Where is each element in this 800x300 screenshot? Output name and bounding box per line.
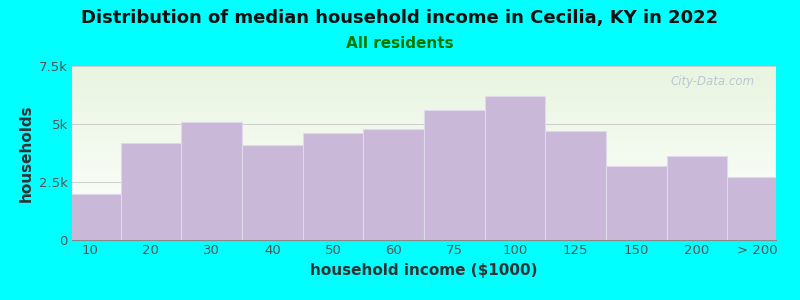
Bar	[182, 122, 242, 240]
Text: All residents: All residents	[346, 36, 454, 51]
X-axis label: household income ($1000): household income ($1000)	[310, 263, 538, 278]
Text: City-Data.com: City-Data.com	[670, 75, 755, 88]
Bar	[666, 157, 727, 240]
Bar	[302, 133, 363, 240]
Bar	[121, 142, 182, 240]
Bar	[60, 194, 121, 240]
Text: Distribution of median household income in Cecilia, KY in 2022: Distribution of median household income …	[82, 9, 718, 27]
Bar	[363, 129, 424, 240]
Bar	[546, 131, 606, 240]
Bar	[485, 96, 546, 240]
Bar	[727, 177, 788, 240]
Bar	[242, 145, 302, 240]
Bar	[606, 166, 666, 240]
Bar	[424, 110, 485, 240]
Y-axis label: households: households	[18, 104, 34, 202]
